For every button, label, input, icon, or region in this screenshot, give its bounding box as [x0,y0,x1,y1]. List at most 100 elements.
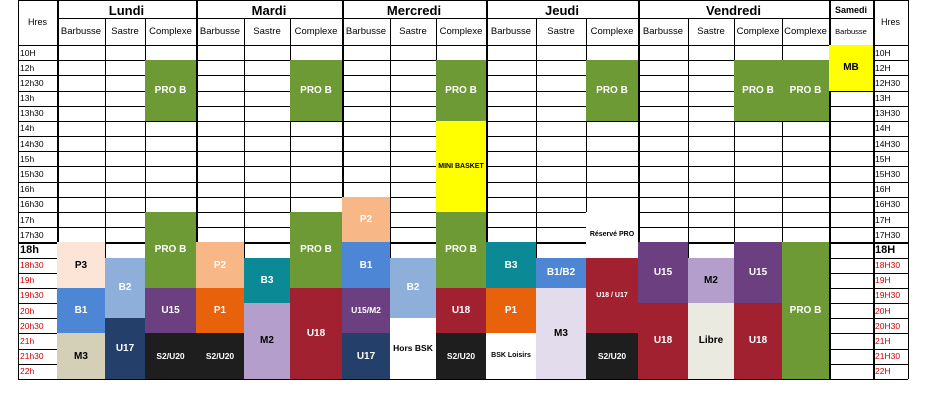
slot-b1-b2[interactable]: B1/B2 [536,257,586,288]
slot-u18[interactable]: U18 [638,303,688,379]
column-line [486,0,488,379]
time-label-right: 17H [875,214,891,225]
time-label-left: 15h [20,153,35,164]
slot-mini-basket[interactable]: MINI BASKET [436,120,486,212]
slot-pro-b[interactable]: PRO B [782,242,829,379]
slot-pro-b[interactable]: PRO B [436,211,486,288]
time-label-left: 16h [20,184,35,195]
slot-m2[interactable]: M2 [688,257,734,304]
slot-pro-b[interactable]: PRO B [145,60,196,121]
time-label-right: 16H30 [875,199,901,210]
slot-b3[interactable]: B3 [486,242,536,288]
slot-pro-b[interactable]: PRO B [782,60,829,121]
time-label-left: 13h30 [20,108,44,119]
left-border [18,0,19,379]
slot-p1[interactable]: P1 [486,287,536,334]
slot-u18[interactable]: U18 [290,287,342,379]
time-label-right: 18H30 [875,260,901,271]
time-label-right: 15H30 [875,169,901,180]
slot-pro-b[interactable]: PRO B [290,60,342,121]
slot-hors-bsk[interactable]: Hors BSK [390,318,436,379]
slot-libre[interactable]: Libre [688,303,734,379]
slot-u17[interactable]: U17 [105,318,145,379]
time-label-left: 18h30 [20,260,44,271]
time-label-right: 14H30 [875,138,901,149]
slot-b1[interactable]: B1 [342,242,390,288]
time-label-right: 14H [875,123,891,134]
slot-u15[interactable]: U15 [734,242,782,304]
slot-pro-b[interactable]: PRO B [145,211,196,288]
column-line [638,0,640,379]
time-label-right: 21H [875,335,891,346]
time-label-left: 20h [20,305,35,316]
time-label-right: 17H30 [875,229,901,240]
top-border [18,0,908,1]
slot-s2-u20[interactable]: S2/U20 [586,333,638,379]
hours-header-right: Hres [880,17,900,27]
column-line [829,0,831,379]
slot-b1[interactable]: B1 [57,287,105,334]
slot-u15[interactable]: U15 [638,242,688,304]
column-line [342,0,344,379]
slot-p2[interactable]: P2 [196,242,244,288]
slot-s2-u20[interactable]: S2/U20 [436,333,486,379]
slot-u17[interactable]: U17 [342,333,390,379]
time-label-right: 20H30 [875,320,901,331]
slot-m3[interactable]: M3 [536,287,586,379]
time-label-left: 15h30 [20,169,44,180]
slot-pro-b[interactable]: PRO B [290,211,342,288]
slot-b3[interactable]: B3 [244,257,290,304]
time-label-left: 14h [20,123,35,134]
slot-u18[interactable]: U18 [734,303,782,379]
day-header-mardi: Mardi [251,2,287,18]
slot-pro-b[interactable]: PRO B [734,60,782,121]
time-label-left: 13h [20,93,35,104]
slot-u15[interactable]: U15 [145,287,196,334]
venue-header: Sastre [547,25,575,37]
slot-u18-u17[interactable]: U18 / U17 [586,257,638,334]
time-label-right: 15H [875,153,891,164]
venue-header: Sastre [253,25,281,37]
slot-pro-b[interactable]: PRO B [586,60,638,121]
row-line [18,378,908,380]
time-label-left: 22h [20,366,35,377]
time-label-right: 19H [875,275,891,286]
time-label-left: 17h30 [20,229,44,240]
column-line [586,18,587,379]
venue-header: Complexe [736,25,780,37]
slot-m2[interactable]: M2 [244,303,290,379]
venue-header: Sastre [697,25,725,37]
column-line [536,18,537,379]
time-label-left: 17h [20,214,35,225]
slot-u15-m2[interactable]: U15/M2 [342,287,390,334]
slot-mb[interactable]: MB [829,45,873,91]
time-label-right: 13H [875,93,891,104]
slot-pro-b[interactable]: PRO B [436,60,486,121]
slot-u18[interactable]: U18 [436,287,486,334]
slot-p3[interactable]: P3 [57,242,105,288]
venue-header: Barbusse [835,26,867,36]
column-line [105,18,106,379]
slot-p1[interactable]: P1 [196,287,244,334]
column-line [390,18,391,379]
slot-s2-u20[interactable]: S2/U20 [196,333,244,379]
column-line [244,18,245,379]
time-label-left: 18h [20,243,39,256]
time-label-left: 14h30 [20,138,44,149]
slot-s2-u20[interactable]: S2/U20 [145,333,196,379]
slot-b2[interactable]: B2 [390,257,436,319]
time-label-right: 13H30 [875,108,901,119]
slot-bsk-loisirs[interactable]: BSK Loisirs [486,333,536,379]
slot-p2[interactable]: P2 [342,196,390,243]
column-line [734,18,735,379]
time-label-right: 12H30 [875,77,901,88]
column-line [196,0,198,379]
right-border [908,0,909,379]
slot-b2[interactable]: B2 [105,257,145,319]
time-label-left: 20h30 [20,320,44,331]
time-label-left: 10H [20,47,36,58]
slot-r-serv-pro[interactable]: Réservé PRO [586,211,638,258]
time-label-right: 18H [875,243,896,256]
slot-m3[interactable]: M3 [57,333,105,379]
